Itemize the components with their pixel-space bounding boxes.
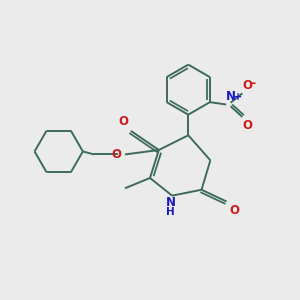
- Text: O: O: [242, 79, 252, 92]
- Text: O: O: [242, 119, 252, 132]
- Text: O: O: [118, 115, 128, 128]
- Text: H: H: [166, 207, 175, 217]
- Text: O: O: [229, 204, 239, 217]
- Text: O: O: [111, 148, 122, 161]
- Text: N: N: [226, 90, 236, 103]
- Text: +: +: [234, 92, 242, 102]
- Text: N: N: [166, 196, 176, 209]
- Text: -: -: [250, 77, 255, 90]
